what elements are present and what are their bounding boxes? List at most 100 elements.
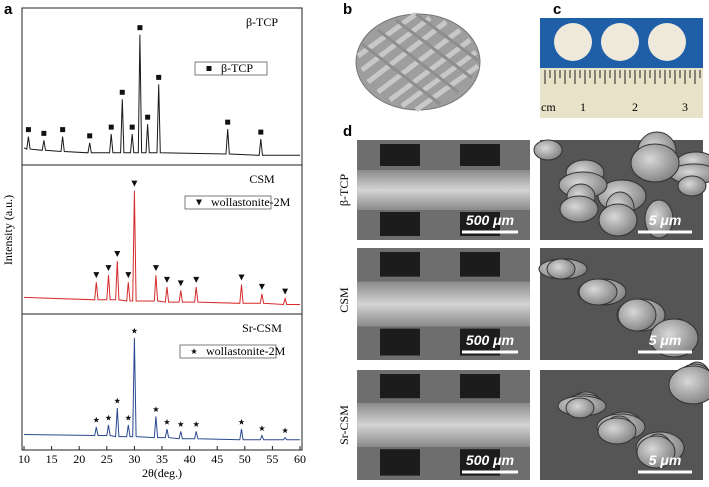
grain bbox=[597, 417, 637, 445]
peak-marker bbox=[25, 127, 31, 133]
peak-marker bbox=[152, 265, 159, 272]
pattern-label: CSM bbox=[249, 172, 275, 186]
plot-frame bbox=[21, 7, 303, 166]
plot-frame bbox=[21, 164, 303, 315]
pattern-label: β-TCP bbox=[246, 15, 278, 29]
peak-marker bbox=[258, 283, 265, 290]
row-label: Sr-CSM bbox=[337, 405, 351, 445]
pore bbox=[380, 252, 420, 277]
pore bbox=[380, 212, 420, 236]
scale-label: 5 μm bbox=[649, 452, 682, 468]
row-label: CSM bbox=[337, 287, 351, 313]
peak-marker bbox=[119, 89, 125, 95]
legend-label: β-TCP bbox=[221, 61, 253, 75]
peak-marker bbox=[238, 274, 245, 281]
ruler-label: 2 bbox=[632, 100, 638, 114]
row-label: β-TCP bbox=[337, 174, 351, 206]
x-tick-label: 50 bbox=[239, 452, 251, 466]
peak-marker bbox=[282, 427, 289, 434]
legend-box bbox=[184, 195, 272, 210]
grain bbox=[598, 203, 638, 237]
pore bbox=[460, 252, 500, 277]
panel-label: a bbox=[4, 1, 13, 18]
x-tick-label: 40 bbox=[184, 452, 196, 466]
peak-marker bbox=[108, 124, 114, 130]
grain bbox=[644, 199, 674, 239]
peak-marker bbox=[41, 130, 47, 136]
peak-marker bbox=[105, 414, 112, 421]
peak-marker bbox=[131, 327, 138, 334]
strut bbox=[357, 170, 530, 210]
peak-marker bbox=[163, 418, 170, 425]
strut bbox=[357, 403, 530, 447]
grain bbox=[668, 365, 709, 405]
pore bbox=[460, 144, 500, 166]
y-axis-label: Intensity (a.u.) bbox=[1, 195, 15, 265]
grain bbox=[565, 397, 595, 419]
peak-marker bbox=[193, 421, 200, 427]
pore bbox=[380, 144, 420, 166]
peak-marker bbox=[137, 25, 143, 31]
legend-box bbox=[179, 344, 277, 359]
grain bbox=[630, 143, 680, 183]
grain bbox=[533, 139, 563, 161]
peak-marker bbox=[125, 272, 132, 279]
peak-marker bbox=[193, 276, 200, 283]
pore bbox=[460, 374, 500, 399]
panel-label: c bbox=[553, 1, 561, 18]
legend-label: wollastonite-2M bbox=[206, 344, 286, 358]
peak-marker bbox=[131, 180, 138, 187]
xrd-line bbox=[23, 190, 300, 306]
grain bbox=[578, 278, 618, 306]
grain bbox=[617, 298, 657, 332]
xrd-line bbox=[23, 34, 300, 156]
peak-marker bbox=[258, 425, 265, 432]
legend-box bbox=[194, 61, 268, 76]
grain bbox=[546, 258, 576, 280]
peak-marker bbox=[105, 265, 112, 272]
peak-marker bbox=[258, 129, 264, 135]
scale-label: 500 μm bbox=[466, 212, 514, 228]
peak-marker bbox=[238, 418, 245, 425]
x-tick-label: 10 bbox=[18, 452, 30, 466]
x-tick-label: 60 bbox=[294, 452, 306, 466]
x-tick-label: 30 bbox=[128, 452, 140, 466]
x-tick-label: 25 bbox=[101, 452, 113, 466]
legend-marker bbox=[196, 199, 202, 206]
x-tick-label: 35 bbox=[156, 452, 168, 466]
x-axis-label: 2θ(deg.) bbox=[142, 466, 182, 480]
grain bbox=[649, 318, 699, 358]
x-tick-label: 20 bbox=[73, 452, 85, 466]
x-tick-label: 55 bbox=[266, 452, 278, 466]
peak-marker bbox=[282, 288, 289, 295]
scale-label: 500 μm bbox=[466, 332, 514, 348]
peak-marker bbox=[156, 74, 162, 80]
grain bbox=[636, 435, 676, 469]
pore bbox=[380, 374, 420, 399]
peak-marker bbox=[163, 276, 170, 283]
strut bbox=[357, 281, 530, 327]
peak-marker bbox=[93, 272, 100, 279]
ruler-label: 1 bbox=[580, 100, 586, 114]
panel-label: d bbox=[343, 123, 352, 140]
scale-label: 5 μm bbox=[649, 212, 682, 228]
peak-marker bbox=[114, 397, 121, 404]
xrd-line bbox=[23, 337, 300, 441]
scaffold-photo bbox=[540, 18, 703, 118]
peak-marker bbox=[93, 416, 100, 423]
panel-label: b bbox=[343, 1, 352, 18]
peak-marker bbox=[87, 133, 93, 139]
x-tick-label: 45 bbox=[211, 452, 223, 466]
scaffold-render bbox=[355, 11, 481, 113]
scale-label: 500 μm bbox=[466, 452, 514, 468]
scale-label: 5 μm bbox=[649, 332, 682, 348]
sem-grid bbox=[357, 131, 709, 480]
peak-marker bbox=[129, 124, 135, 130]
grain bbox=[677, 175, 707, 197]
peak-marker bbox=[125, 414, 132, 421]
pore bbox=[380, 328, 420, 356]
peak-marker bbox=[152, 406, 159, 412]
pore bbox=[380, 449, 420, 476]
peak-marker bbox=[145, 114, 151, 120]
